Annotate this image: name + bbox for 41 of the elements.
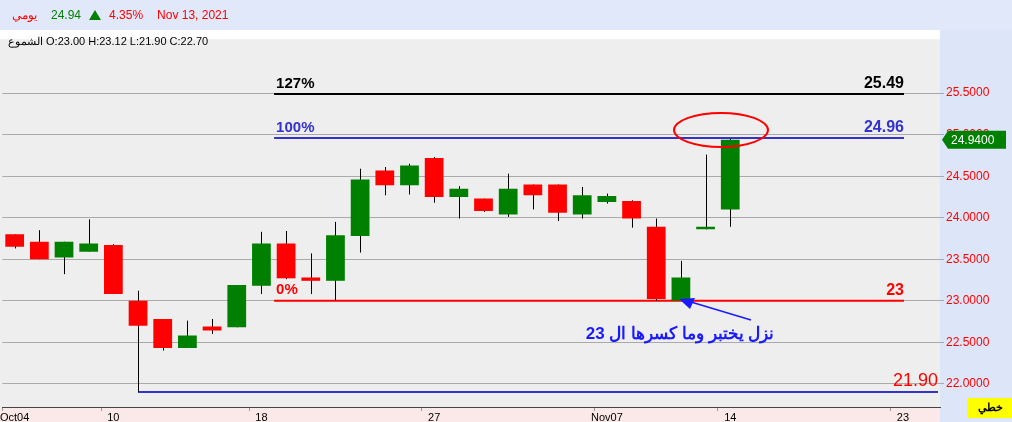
candlestick (449, 185, 469, 220)
candlestick (523, 183, 543, 210)
text: 24.9400 (951, 132, 995, 147)
y-tick-label: 23.5000 (946, 251, 990, 266)
x-tick-label: 14 (724, 410, 737, 422)
x-tick-label: 18 (255, 410, 268, 422)
text: 24.94 (51, 8, 82, 22)
y-tick-label: 24.0000 (946, 210, 990, 225)
y-tick-label: 22.0000 (946, 376, 990, 391)
candlestick (572, 186, 592, 220)
x-tick-label: 10 (107, 410, 120, 422)
ref-line-label: 24.96 (863, 118, 905, 136)
chart-title: Nov 13, 2021 (157, 8, 229, 22)
candlestick (54, 241, 74, 275)
candlestick (400, 163, 419, 195)
y-tick-label: 24.5000 (946, 168, 990, 183)
annotation: 0% (276, 280, 298, 298)
candlestick (375, 166, 395, 196)
candlestick (79, 218, 99, 253)
x-tick-label: 27 (428, 410, 441, 422)
candlestick (622, 199, 641, 229)
annotation: نزل يختبر وما كسرها ال 23 (585, 323, 775, 344)
candlestick (301, 252, 321, 295)
ref-line-label: 21.90 (892, 370, 938, 391)
x-tick-label: Oct04 (0, 410, 30, 422)
ref-line-label: 25.49 (863, 74, 905, 92)
text: خطي (977, 401, 1003, 416)
annotation: 100% (276, 117, 315, 135)
candlestick (178, 320, 197, 349)
chart-subtitle: الشموع O:23.00 H:23.12 L:21.90 C:22.70 (8, 35, 209, 48)
ref-line-label: 23 (886, 281, 905, 299)
x-tick-label: Nov07 (590, 410, 623, 422)
text: يومي (12, 8, 37, 22)
annotation: 127% (276, 73, 315, 91)
text: 4.35% (109, 8, 144, 22)
candlestick (29, 229, 49, 260)
candlestick (671, 260, 691, 302)
y-tick-label: 22.5000 (946, 334, 990, 349)
y-tick-label: 23.0000 (946, 293, 990, 308)
y-tick-label: 25.5000 (946, 85, 990, 100)
x-tick-label: 23 (896, 410, 910, 422)
